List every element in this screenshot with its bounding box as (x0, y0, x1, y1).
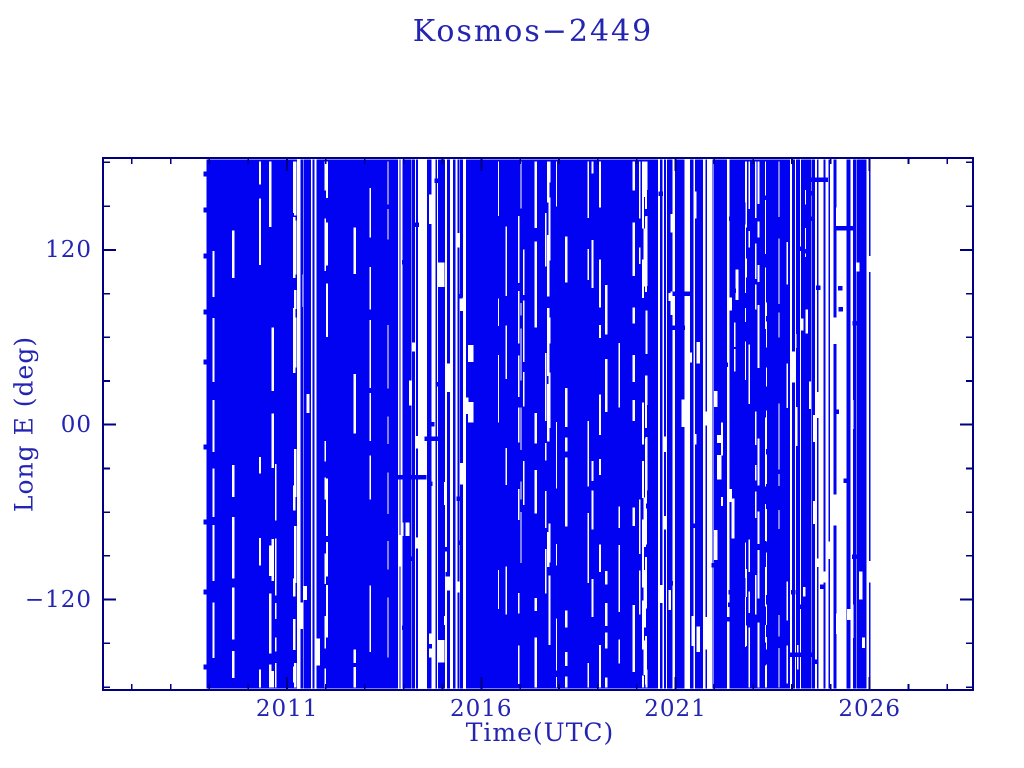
x-tick-label-2021: 2021 (644, 696, 707, 722)
x-tick-label-2011: 2011 (255, 696, 319, 722)
y-axis-title: Long E (deg) (9, 335, 39, 513)
x-axis-title: Time(UTC) (465, 718, 615, 747)
y-tick-label--120: −120 (24, 586, 92, 613)
y-tick-label-0: 00 (60, 411, 92, 438)
x-tick-label-2016: 2016 (450, 696, 513, 722)
x-tick-label-2026: 2026 (838, 696, 901, 722)
y-tick-label-120: 120 (45, 236, 92, 263)
chart-title: Kosmos−2449 (412, 14, 654, 49)
